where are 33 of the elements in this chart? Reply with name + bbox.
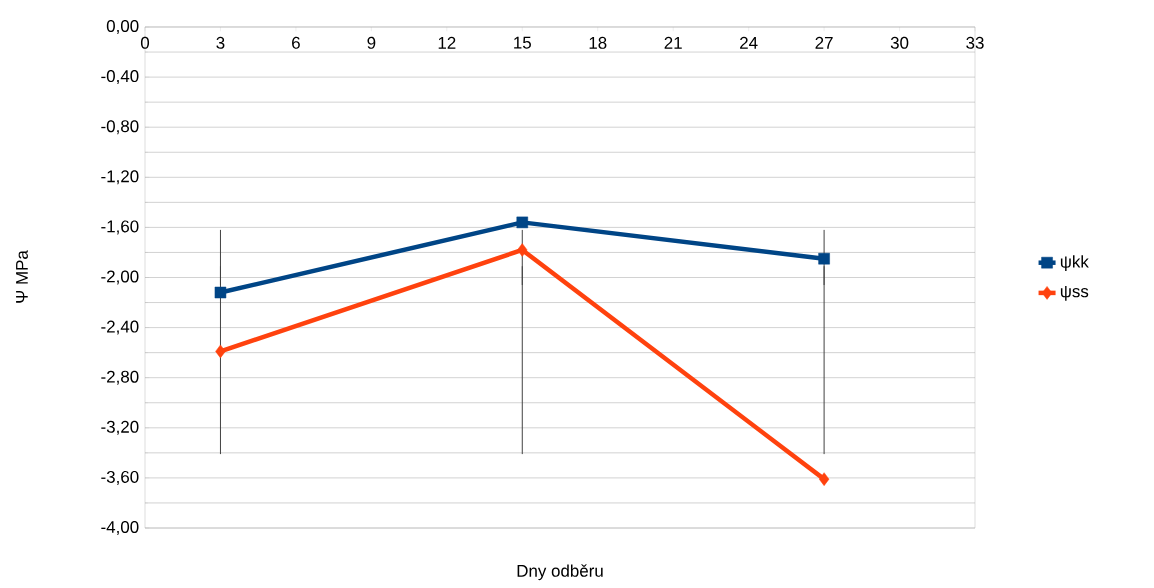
- x-axis-title: Dny odběru: [517, 564, 603, 581]
- x-tick-label: 27: [815, 36, 833, 49]
- y-tick-label: -2,40: [101, 320, 139, 335]
- point: [215, 344, 226, 359]
- y-tick-label: -0,80: [101, 120, 139, 135]
- x-tick-label: 6: [292, 36, 300, 49]
- y-tick-label: -4,00: [101, 521, 139, 535]
- y-tick-label: 0,00: [106, 20, 139, 34]
- x-tick-label: 30: [890, 36, 909, 49]
- x-tick-label: 15: [514, 36, 531, 49]
- x-tick-label: 33: [966, 36, 984, 49]
- point: [214, 286, 227, 299]
- x-tick-label: 3: [216, 36, 225, 49]
- x-tick-label: 9: [367, 36, 376, 49]
- y-tick-label: -1,20: [101, 170, 139, 185]
- point: [818, 252, 830, 265]
- y-tick-label: -2,80: [101, 370, 139, 385]
- x-tick-label: 24: [740, 36, 758, 49]
- point: [516, 216, 529, 229]
- legend-label: ψkk: [1060, 255, 1089, 272]
- point: [818, 472, 830, 486]
- x-tick-label: 12: [438, 36, 456, 49]
- y-tick-label: -0,40: [101, 70, 139, 85]
- y-axis-title: Ψ MPa: [16, 250, 28, 303]
- y-tick-label: -3,20: [101, 420, 139, 435]
- point: [517, 243, 528, 257]
- x-tick-label: 18: [589, 36, 607, 49]
- x-tick-label: 21: [664, 36, 682, 49]
- x-tick-label: 0: [140, 36, 150, 49]
- y-tick-label: -2,00: [101, 270, 139, 285]
- y-tick-label: -3,60: [101, 470, 139, 485]
- legend-label: ψss: [1060, 286, 1089, 301]
- y-tick-label: -1,60: [101, 220, 139, 235]
